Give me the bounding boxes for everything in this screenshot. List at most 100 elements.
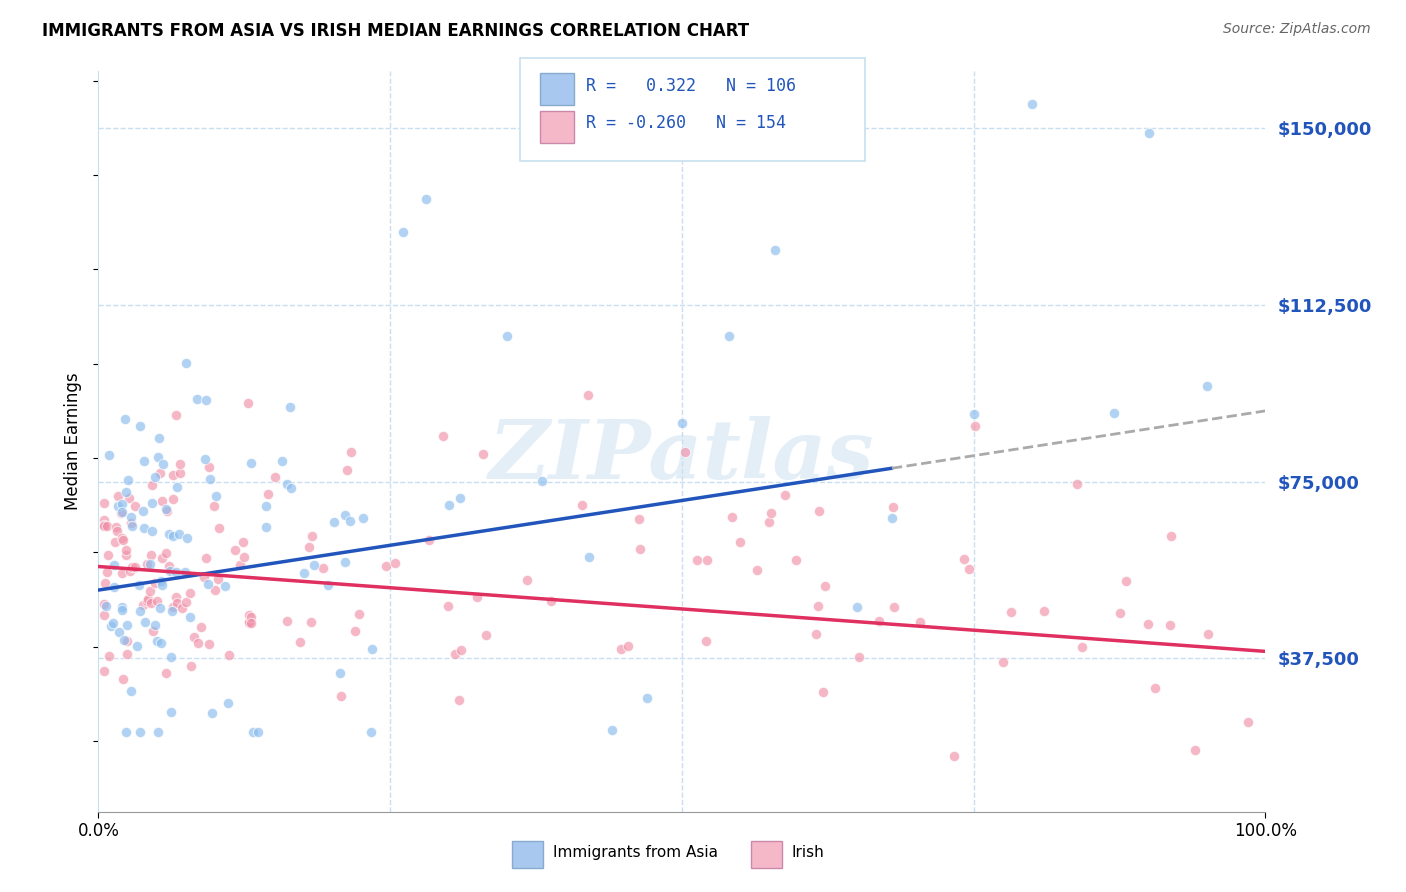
Text: R =   0.322   N = 106: R = 0.322 N = 106 <box>586 77 796 95</box>
Point <box>157 559 180 574</box>
Point <box>1032 604 1054 618</box>
Point <box>150 550 173 565</box>
Point <box>882 500 904 514</box>
Point <box>93 518 115 533</box>
Point <box>93 608 115 623</box>
Point <box>146 593 169 607</box>
Point <box>1159 618 1181 632</box>
Point <box>785 553 807 567</box>
Point <box>139 584 162 599</box>
Point <box>530 475 553 489</box>
Point <box>97 549 120 563</box>
Point <box>110 506 132 520</box>
Point <box>695 634 717 648</box>
Point <box>280 481 302 495</box>
Point <box>118 565 141 579</box>
Point <box>299 615 322 630</box>
Point <box>264 470 287 484</box>
Point <box>131 504 153 518</box>
Point <box>103 558 125 573</box>
Point <box>868 614 890 628</box>
Point <box>673 445 696 459</box>
Point <box>205 489 228 503</box>
Point <box>880 511 903 525</box>
Point <box>93 518 115 533</box>
Point <box>349 607 371 622</box>
Point <box>759 506 782 520</box>
Point <box>540 593 562 607</box>
Point <box>993 655 1015 669</box>
Point <box>721 509 744 524</box>
Point <box>1143 681 1166 695</box>
Point <box>146 724 169 739</box>
Point <box>808 504 831 518</box>
Point <box>117 473 139 487</box>
Point <box>139 557 162 571</box>
Point <box>194 392 217 407</box>
Point <box>238 615 260 629</box>
Point <box>162 600 184 615</box>
Point <box>111 531 134 545</box>
Point <box>94 576 117 591</box>
Point <box>292 566 315 580</box>
Point <box>115 485 138 500</box>
Point <box>200 472 222 486</box>
Point <box>152 457 174 471</box>
Point <box>93 597 115 611</box>
Point <box>1021 97 1043 112</box>
Point <box>146 634 169 648</box>
Point <box>208 521 231 535</box>
Point <box>814 579 837 593</box>
Point <box>257 487 280 501</box>
Point <box>159 705 181 719</box>
Text: ZIPatlas: ZIPatlas <box>489 417 875 496</box>
Point <box>121 519 143 533</box>
Point <box>121 560 143 574</box>
Point <box>150 578 173 592</box>
Point <box>600 723 623 737</box>
Point <box>628 541 651 556</box>
Point <box>962 407 984 421</box>
Point <box>169 466 191 480</box>
Point <box>111 603 134 617</box>
Point <box>242 724 264 739</box>
Point <box>115 647 138 661</box>
Point <box>374 558 396 573</box>
Point <box>93 513 115 527</box>
Point <box>148 431 170 445</box>
Point <box>217 696 239 710</box>
Point <box>139 549 162 563</box>
Point <box>159 564 181 578</box>
Point <box>758 515 780 529</box>
Y-axis label: Median Earnings: Median Earnings <box>65 373 83 510</box>
Point <box>352 511 374 525</box>
Point <box>165 565 187 579</box>
Point <box>214 579 236 593</box>
Point <box>636 690 658 705</box>
Point <box>124 560 146 574</box>
Point <box>1160 529 1182 543</box>
Point <box>280 400 302 414</box>
Text: Irish: Irish <box>792 846 824 860</box>
Point <box>186 392 208 406</box>
Point <box>165 408 187 422</box>
Point <box>162 529 184 543</box>
Point <box>1197 626 1219 640</box>
Point <box>238 608 260 623</box>
Point <box>339 514 361 528</box>
Point <box>447 693 470 707</box>
Point <box>135 557 157 571</box>
Point <box>194 451 217 466</box>
Point <box>115 724 138 739</box>
Point <box>728 535 751 549</box>
Point <box>472 447 495 461</box>
Point <box>93 495 115 509</box>
Point <box>254 520 277 534</box>
Point <box>142 624 165 639</box>
Point <box>360 642 382 657</box>
Point <box>202 500 225 514</box>
Point <box>149 466 172 480</box>
Point <box>141 478 163 492</box>
Point <box>807 599 830 613</box>
Point <box>465 590 488 604</box>
